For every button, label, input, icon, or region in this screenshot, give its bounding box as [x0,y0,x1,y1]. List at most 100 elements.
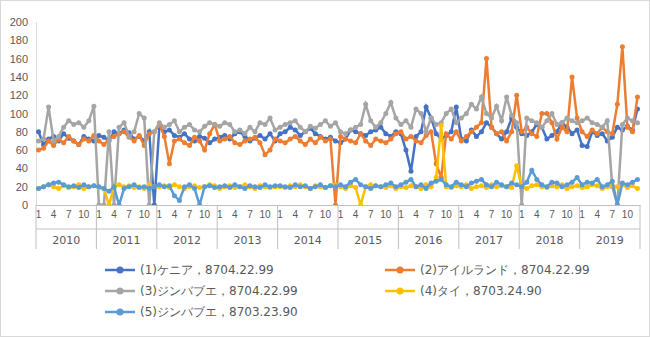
series-marker [549,133,554,138]
series-marker [303,184,308,189]
series-marker [162,184,167,189]
series-marker [328,124,333,129]
series-marker [202,124,207,129]
x-tick: 1 [217,209,223,220]
series-marker [333,120,338,125]
y-tick: 20 [16,181,36,193]
series-marker [635,186,640,191]
series-marker [152,129,157,134]
y-tick: 160 [10,53,36,65]
series-marker [504,184,509,189]
x-tick-label: 1 [459,209,465,220]
series-marker [182,184,187,189]
series-marker [595,177,600,182]
series-marker [434,179,439,184]
series-marker [41,146,46,151]
y-tick: 120 [10,89,36,101]
series-marker [559,120,564,125]
series-marker [137,133,142,138]
series-marker [303,129,308,134]
x-tick-label: 4 [474,209,480,220]
series-line [39,97,638,205]
y-tick-label: 120 [10,89,28,101]
series-marker [383,131,388,136]
series-marker [539,125,544,130]
series-marker [373,125,378,130]
series-marker [252,129,257,134]
x-tick: 4 [594,209,600,220]
series-marker [469,186,474,191]
series-marker [222,137,227,142]
series-marker [454,105,459,110]
series-marker [529,131,534,136]
series-marker [424,186,429,191]
series-marker [464,184,469,189]
series-marker [388,100,393,105]
series-marker [288,120,293,125]
series-marker [313,131,318,136]
series-marker [207,182,212,187]
series-marker [278,183,283,188]
series-marker [328,183,333,188]
series-marker [66,134,71,139]
series-marker [580,129,585,134]
x-tick: 4 [292,209,298,220]
series-marker [408,125,413,130]
series-marker [288,125,293,130]
series-marker [202,148,207,153]
series-marker [263,152,268,157]
x-tick: 4 [474,209,480,220]
series-marker [534,120,539,125]
series-marker [373,183,378,188]
series-marker [565,182,570,187]
series-marker [323,118,328,123]
series-marker [414,106,419,111]
series-marker [101,142,106,147]
series-marker [378,120,383,125]
x-group-separator [217,205,218,249]
series-marker [464,134,469,139]
x-tick-label: 7 [66,209,72,220]
series-marker [328,183,333,188]
series-marker [278,125,283,130]
series-marker [378,184,383,189]
series-line [39,125,638,205]
series-marker [313,140,318,145]
x-group-separator [519,205,520,249]
series-marker [333,138,338,143]
series-marker [600,184,605,189]
series-marker [187,143,192,148]
x-tick-label: 4 [353,209,359,220]
x-tick: 7 [489,209,495,220]
series-marker [303,142,308,147]
series-marker [529,183,534,188]
series-marker [263,182,268,187]
series-marker [398,182,403,187]
series-marker [137,184,142,189]
series-marker [263,122,268,127]
x-tick: 4 [413,209,419,220]
series-marker [554,137,559,142]
series-marker [106,189,111,194]
series-marker [358,131,363,136]
series-marker [112,129,117,134]
series-marker [383,182,388,187]
x-tick: 1 [579,209,585,220]
series-marker [494,131,499,136]
x-tick: 1 [519,209,525,220]
series-marker [46,182,51,187]
series-marker [474,184,479,189]
series-marker [247,137,252,142]
series-marker [524,116,529,121]
series-marker [620,181,625,186]
series-marker [383,111,388,116]
series-marker [106,129,111,134]
x-tick: 10 [78,209,90,220]
series-marker [393,116,398,121]
series-marker [323,185,328,190]
y-tick-label: 180 [10,34,28,46]
series-marker [167,127,172,132]
series-marker [393,184,398,189]
series-marker [293,127,298,132]
series-marker [499,182,504,187]
